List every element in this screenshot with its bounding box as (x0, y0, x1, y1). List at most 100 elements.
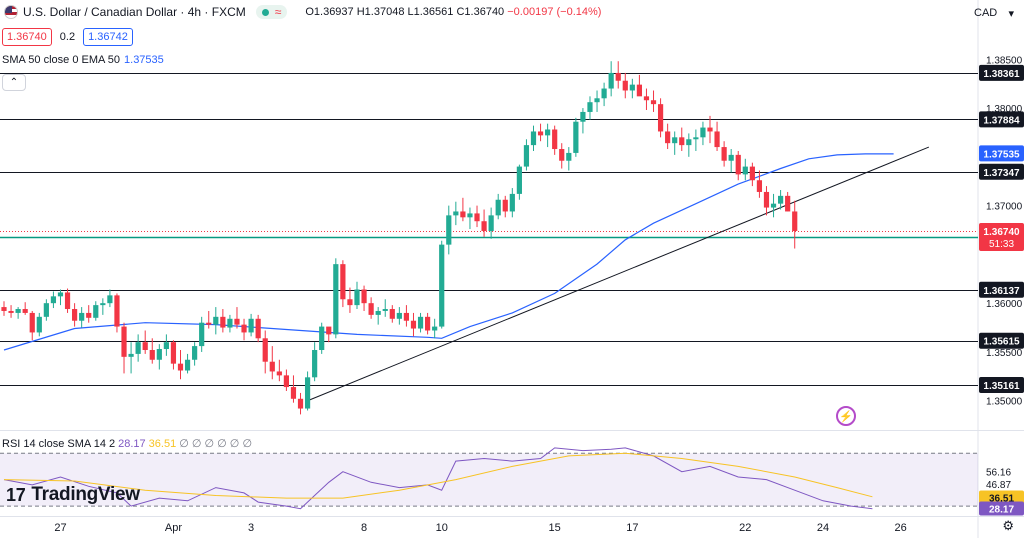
candle-body (608, 72, 614, 89)
candle-down (234, 307, 240, 329)
candle-body (403, 312, 410, 321)
candle-body (580, 111, 586, 122)
candle-body (283, 375, 289, 388)
candle-up (50, 291, 57, 309)
candle-body (192, 346, 198, 360)
candle-up (213, 307, 219, 335)
sma-line (3, 153, 894, 351)
rsi-tag-label: 28.17 (989, 504, 1014, 515)
candle-up (100, 298, 106, 315)
candle-down (537, 123, 544, 142)
candle-body (57, 292, 64, 297)
sma-indicator-legend[interactable]: SMA 50 close 0 EMA 50 1.37535 (2, 54, 164, 66)
candle-up (728, 149, 734, 173)
candle-down (559, 143, 565, 169)
candle-body (453, 211, 459, 216)
candle-body (177, 363, 184, 371)
candle-body (467, 213, 473, 218)
level-tag (979, 377, 1024, 394)
candle-down (340, 260, 346, 308)
candle-up (354, 281, 360, 310)
candle-up (199, 316, 205, 352)
candle-up (156, 344, 162, 370)
wave-icon: ≈ (274, 5, 282, 19)
buy-button[interactable]: 1.36742 (83, 28, 133, 46)
candle-body (481, 221, 487, 231)
candle-down (721, 141, 727, 167)
candle-body (297, 398, 304, 409)
trendline-segment (307, 146, 930, 402)
candle-body (552, 129, 558, 150)
rsi-indicator-legend[interactable]: RSI 14 close SMA 14 2 28.17 36.51 ∅ ∅ ∅ ∅ … (2, 437, 252, 450)
candle-down (665, 123, 671, 150)
candle-down (636, 74, 642, 97)
sell-button[interactable]: 1.36740 (2, 28, 52, 46)
candle-down (220, 309, 226, 333)
sma-50-line (3, 153, 894, 351)
candle-down (552, 125, 558, 155)
collapse-legend-button[interactable]: ⌃ (2, 74, 26, 91)
candle-body (643, 96, 650, 101)
gear-icon[interactable]: ⚙ (1002, 518, 1014, 534)
currency-selector[interactable]: CAD ▾ (974, 4, 1014, 22)
candle-up (446, 205, 452, 255)
price-tick-label: 1.38500 (986, 55, 1023, 66)
candle-up (333, 258, 339, 339)
time-tick-label: Apr (165, 522, 182, 534)
time-tick-label: 8 (361, 522, 367, 534)
candle-body (241, 324, 247, 333)
candle-down (756, 170, 763, 198)
price-tick-label: 1.35500 (986, 348, 1023, 359)
chevron-down-icon: ▾ (1008, 7, 1014, 20)
candle-body (396, 312, 402, 319)
ohlc-close: C1.36740 (456, 6, 505, 18)
candle-down (749, 162, 755, 187)
tradingview-logo[interactable]: 17 TradingView (6, 484, 140, 506)
candle-down (241, 318, 247, 341)
candle-up (453, 201, 459, 226)
candle-body (64, 292, 71, 310)
level-tag (979, 281, 1024, 298)
candle-down (86, 305, 92, 323)
rsi-tag (979, 501, 1024, 516)
candle-body (545, 129, 551, 136)
candle-down (290, 375, 297, 403)
sma-indicator-value: 1.37535 (124, 54, 164, 66)
market-status[interactable]: ≈ (255, 5, 288, 19)
candle-body (672, 137, 678, 144)
candle-body (114, 295, 120, 327)
candle-down (460, 197, 466, 222)
candle-body (156, 349, 162, 360)
candle-body (149, 350, 155, 360)
candle-up (382, 299, 388, 317)
chevron-up-icon: ⌃ (9, 77, 19, 88)
candle-body (135, 342, 141, 354)
candle-body (107, 295, 113, 304)
candle-up (128, 342, 134, 374)
candle-down (297, 392, 304, 415)
candle-body (488, 215, 494, 231)
candle-body (559, 149, 565, 161)
candle-up (79, 307, 85, 328)
candle-body (756, 180, 763, 192)
rsi-sma-value: 36.51 (148, 438, 177, 450)
candle-down (72, 303, 78, 327)
candle-body (347, 299, 353, 306)
candle-body (742, 166, 748, 175)
candle-up (135, 334, 141, 362)
candle-down (714, 121, 720, 151)
level-tag-label: 1.36137 (983, 286, 1020, 297)
market-open-icon (261, 8, 269, 16)
current-price-label: 1.36740 (983, 227, 1020, 238)
lightning-icon[interactable]: ⚡ (836, 406, 856, 426)
candle-down (326, 326, 332, 343)
symbol-title[interactable]: U.S. Dollar / Canadian Dollar · 4h · FXC… (23, 5, 246, 19)
candle-body (206, 322, 212, 325)
ohlc-values: O1.36937 H1.37048 L1.36561 C1.36740 −0.0… (305, 6, 601, 18)
candle-body (502, 199, 508, 212)
candle-up (43, 299, 49, 321)
candle-body (276, 371, 282, 376)
candle-body (142, 342, 148, 350)
level-tag (979, 111, 1024, 128)
